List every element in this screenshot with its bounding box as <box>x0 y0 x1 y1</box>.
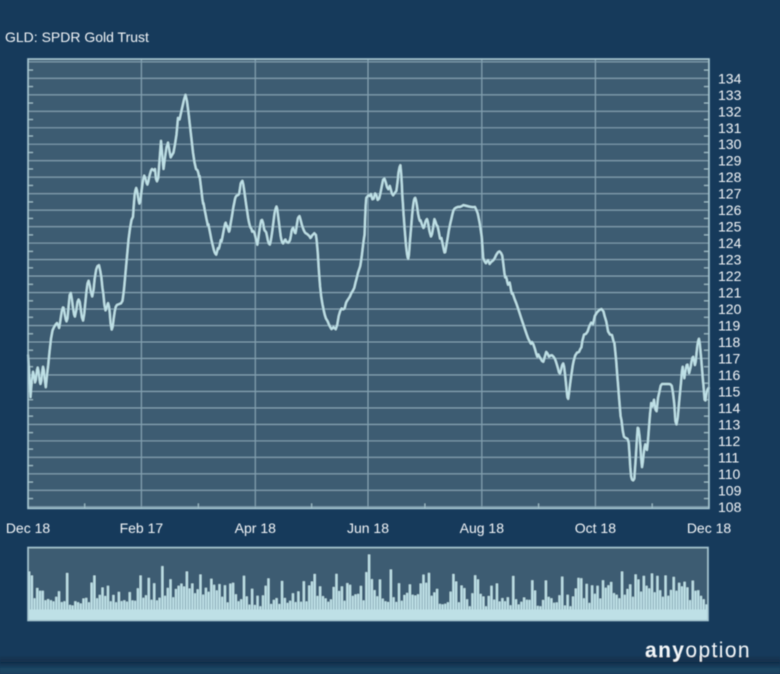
svg-text:112: 112 <box>718 433 741 449</box>
svg-text:131: 131 <box>718 120 742 136</box>
svg-text:Jun 18: Jun 18 <box>347 520 389 536</box>
svg-text:122: 122 <box>718 268 742 284</box>
svg-text:129: 129 <box>718 153 742 169</box>
svg-text:128: 128 <box>718 169 742 185</box>
svg-text:Oct 18: Oct 18 <box>575 520 616 536</box>
svg-text:109: 109 <box>718 482 742 498</box>
svg-text:120: 120 <box>718 301 742 317</box>
svg-text:119: 119 <box>718 318 741 334</box>
svg-text:118: 118 <box>718 334 741 350</box>
svg-text:133: 133 <box>718 87 742 103</box>
svg-text:GLD: SPDR Gold Trust: GLD: SPDR Gold Trust <box>5 29 149 45</box>
svg-text:110: 110 <box>718 466 741 482</box>
svg-text:134: 134 <box>718 70 742 86</box>
svg-text:Feb 17: Feb 17 <box>120 520 164 536</box>
svg-text:115: 115 <box>718 383 741 399</box>
svg-text:113: 113 <box>718 416 741 432</box>
svg-text:126: 126 <box>718 202 742 218</box>
svg-text:anyoption: anyoption <box>645 639 751 662</box>
svg-text:Apr 18: Apr 18 <box>235 520 276 536</box>
svg-text:117: 117 <box>718 351 741 367</box>
svg-text:124: 124 <box>718 235 742 251</box>
svg-text:Dec 18: Dec 18 <box>687 520 732 536</box>
svg-text:130: 130 <box>718 136 742 152</box>
svg-text:114: 114 <box>718 400 741 416</box>
svg-text:Aug 18: Aug 18 <box>460 520 505 536</box>
svg-text:116: 116 <box>718 367 741 383</box>
svg-text:121: 121 <box>718 285 742 301</box>
svg-text:123: 123 <box>718 252 742 268</box>
svg-text:Dec 18: Dec 18 <box>6 520 51 536</box>
svg-text:111: 111 <box>718 449 739 465</box>
svg-text:125: 125 <box>718 219 742 235</box>
svg-text:132: 132 <box>718 103 742 119</box>
svg-text:127: 127 <box>718 186 742 202</box>
svg-text:108: 108 <box>718 499 742 515</box>
